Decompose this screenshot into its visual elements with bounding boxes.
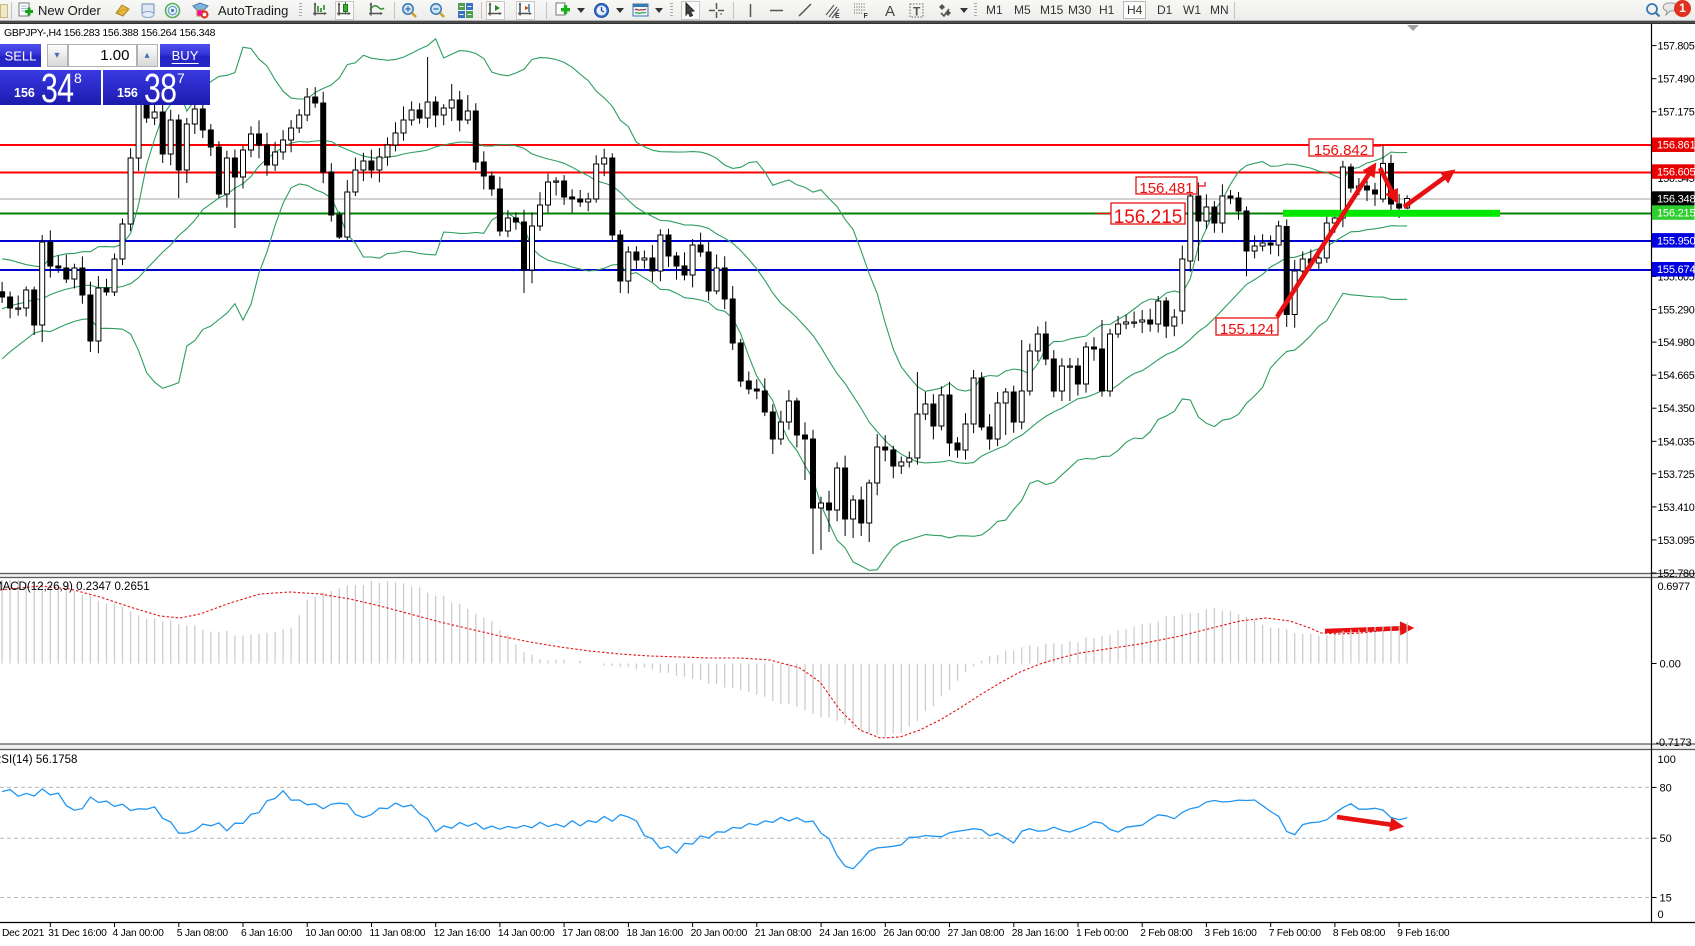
svg-text:156.481: 156.481 xyxy=(1139,180,1193,197)
svg-text:2 Feb 08:00: 2 Feb 08:00 xyxy=(1140,928,1193,939)
svg-text:12 Jan 16:00: 12 Jan 16:00 xyxy=(434,928,491,939)
svg-text:153.410: 153.410 xyxy=(1658,502,1695,514)
svg-text:156.605: 156.605 xyxy=(1657,167,1695,179)
svg-text:F: F xyxy=(864,13,869,19)
svg-text:26 Jan 00:00: 26 Jan 00:00 xyxy=(883,928,940,939)
svg-text:100: 100 xyxy=(1658,754,1676,766)
svg-text:156.215: 156.215 xyxy=(1114,207,1183,228)
svg-text:0: 0 xyxy=(1658,909,1664,921)
svg-text:156.861: 156.861 xyxy=(1657,140,1695,152)
svg-text:A: A xyxy=(885,3,895,19)
svg-text:156.842: 156.842 xyxy=(1314,142,1368,159)
svg-text:156.348: 156.348 xyxy=(1657,194,1695,206)
svg-text:Dec 2021: Dec 2021 xyxy=(2,928,45,939)
svg-text:11 Jan 08:00: 11 Jan 08:00 xyxy=(370,928,426,939)
svg-text:9 Feb 16:00: 9 Feb 16:00 xyxy=(1397,928,1450,939)
svg-text:155.290: 155.290 xyxy=(1658,305,1695,317)
svg-text:4 Jan 00:00: 4 Jan 00:00 xyxy=(113,928,165,939)
svg-text:0.00: 0.00 xyxy=(1660,659,1681,671)
svg-text:156.215: 156.215 xyxy=(1657,208,1695,220)
svg-text:0.6977: 0.6977 xyxy=(1658,581,1691,593)
svg-text:20 Jan 00:00: 20 Jan 00:00 xyxy=(691,928,748,939)
svg-text:MACD(12,26,9) 0.2347 0.2651: MACD(12,26,9) 0.2347 0.2651 xyxy=(0,581,150,593)
svg-text:155.950: 155.950 xyxy=(1657,235,1695,247)
svg-text:152.780: 152.780 xyxy=(1658,568,1695,580)
svg-text:31 Dec 16:00: 31 Dec 16:00 xyxy=(48,928,107,939)
svg-text:154.665: 154.665 xyxy=(1658,370,1695,382)
svg-text:GBPJPY-,H4 156.283 156.388 15: GBPJPY-,H4 156.283 156.388 156.264 156.3… xyxy=(4,27,216,39)
svg-text:-0.7173: -0.7173 xyxy=(1656,737,1692,749)
svg-text:T: T xyxy=(913,5,921,19)
svg-text:RSI(14) 56.1758: RSI(14) 56.1758 xyxy=(0,754,77,766)
svg-text:24 Jan 16:00: 24 Jan 16:00 xyxy=(819,928,876,939)
svg-text:157.805: 157.805 xyxy=(1658,41,1695,53)
svg-text:153.095: 153.095 xyxy=(1658,535,1695,547)
svg-text:7 Feb 00:00: 7 Feb 00:00 xyxy=(1269,928,1322,939)
svg-text:154.980: 154.980 xyxy=(1658,337,1695,349)
svg-text:28 Jan 16:00: 28 Jan 16:00 xyxy=(1012,928,1069,939)
svg-text:157.175: 157.175 xyxy=(1658,107,1695,119)
svg-text:3 Feb 16:00: 3 Feb 16:00 xyxy=(1204,928,1257,939)
svg-text:154.035: 154.035 xyxy=(1658,436,1695,448)
svg-text:1 Feb 00:00: 1 Feb 00:00 xyxy=(1076,928,1129,939)
svg-text:5 Jan 08:00: 5 Jan 08:00 xyxy=(177,928,229,939)
svg-text:10 Jan 00:00: 10 Jan 00:00 xyxy=(305,928,362,939)
svg-text:157.490: 157.490 xyxy=(1658,74,1695,86)
svg-text:154.350: 154.350 xyxy=(1658,403,1695,415)
svg-text:21 Jan 08:00: 21 Jan 08:00 xyxy=(755,928,812,939)
svg-text:14 Jan 00:00: 14 Jan 00:00 xyxy=(498,928,555,939)
svg-text:50: 50 xyxy=(1660,833,1672,845)
svg-text:17 Jan 08:00: 17 Jan 08:00 xyxy=(562,928,619,939)
svg-text:E: E xyxy=(835,13,840,19)
svg-text:15: 15 xyxy=(1660,893,1672,905)
svg-text:155.674: 155.674 xyxy=(1657,264,1695,276)
svg-text:155.124: 155.124 xyxy=(1220,321,1274,338)
svg-text:80: 80 xyxy=(1660,782,1672,794)
svg-text:8 Feb 08:00: 8 Feb 08:00 xyxy=(1333,928,1386,939)
svg-text:153.725: 153.725 xyxy=(1658,469,1695,481)
svg-text:18 Jan 16:00: 18 Jan 16:00 xyxy=(626,928,683,939)
svg-text:27 Jan 08:00: 27 Jan 08:00 xyxy=(948,928,1005,939)
svg-text:6 Jan 16:00: 6 Jan 16:00 xyxy=(241,928,293,939)
